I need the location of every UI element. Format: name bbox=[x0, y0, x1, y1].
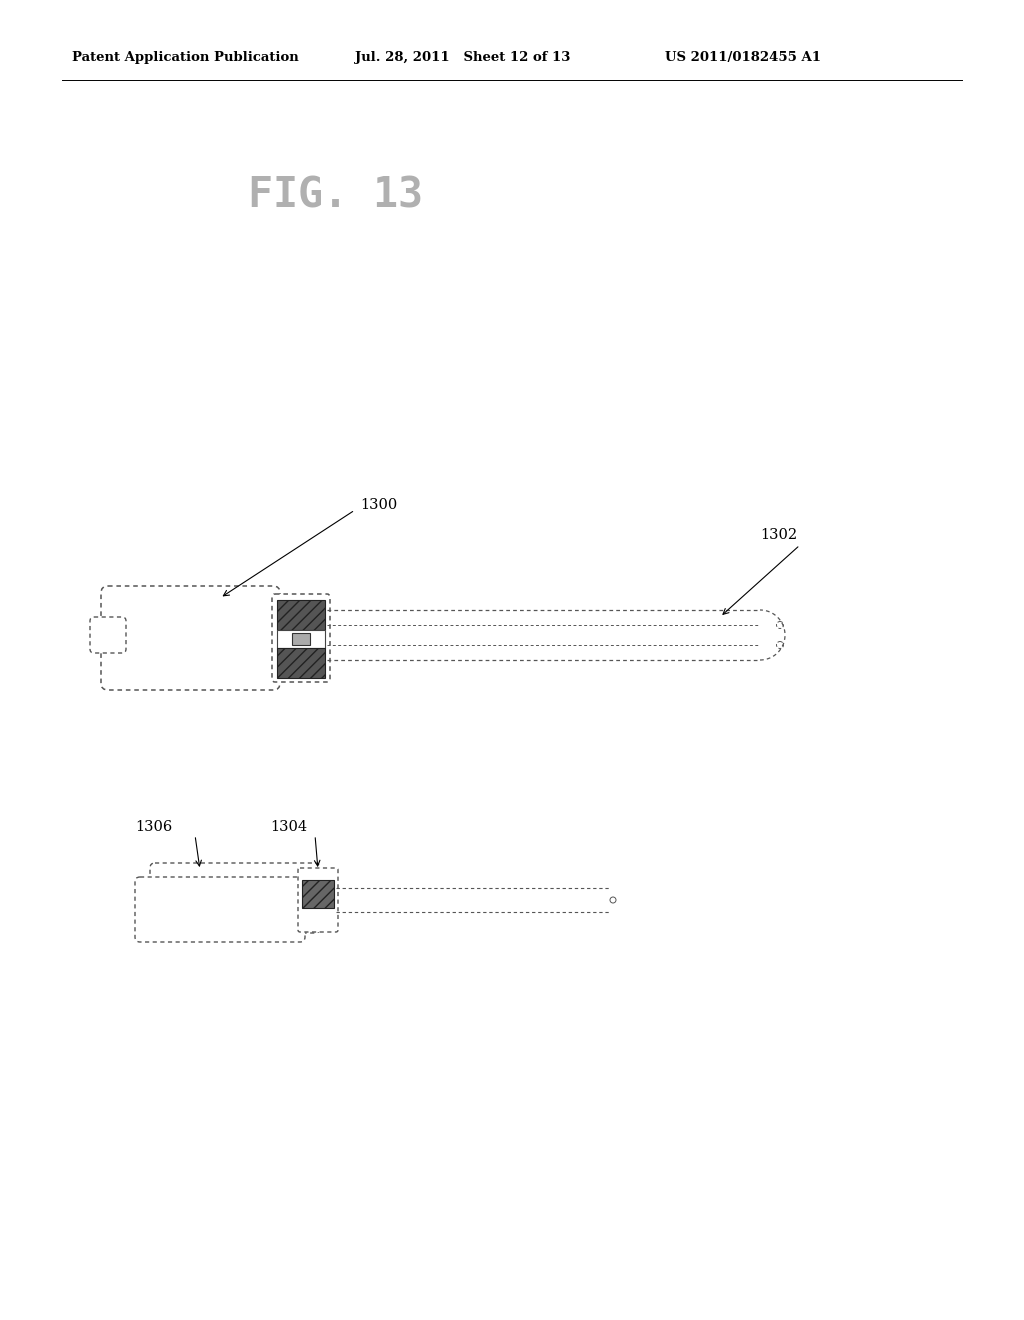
Text: 1302: 1302 bbox=[760, 528, 797, 543]
Text: US 2011/0182455 A1: US 2011/0182455 A1 bbox=[665, 51, 821, 65]
FancyBboxPatch shape bbox=[150, 863, 319, 933]
FancyBboxPatch shape bbox=[298, 869, 338, 932]
Bar bbox=[278, 648, 325, 678]
Text: Patent Application Publication: Patent Application Publication bbox=[72, 51, 299, 65]
Text: Jul. 28, 2011   Sheet 12 of 13: Jul. 28, 2011 Sheet 12 of 13 bbox=[355, 51, 570, 65]
Text: 1304: 1304 bbox=[270, 820, 307, 834]
Bar bbox=[302, 880, 334, 908]
FancyBboxPatch shape bbox=[272, 594, 330, 682]
Bar bbox=[278, 630, 325, 648]
FancyBboxPatch shape bbox=[90, 616, 126, 653]
FancyBboxPatch shape bbox=[135, 876, 305, 942]
Text: 1306: 1306 bbox=[135, 820, 172, 834]
Text: FIG. 13: FIG. 13 bbox=[248, 174, 423, 216]
Bar bbox=[278, 601, 325, 630]
Text: 1300: 1300 bbox=[360, 498, 397, 512]
Circle shape bbox=[610, 898, 616, 903]
Circle shape bbox=[776, 622, 783, 628]
FancyBboxPatch shape bbox=[101, 586, 280, 690]
Bar bbox=[292, 634, 310, 645]
Circle shape bbox=[776, 642, 783, 648]
